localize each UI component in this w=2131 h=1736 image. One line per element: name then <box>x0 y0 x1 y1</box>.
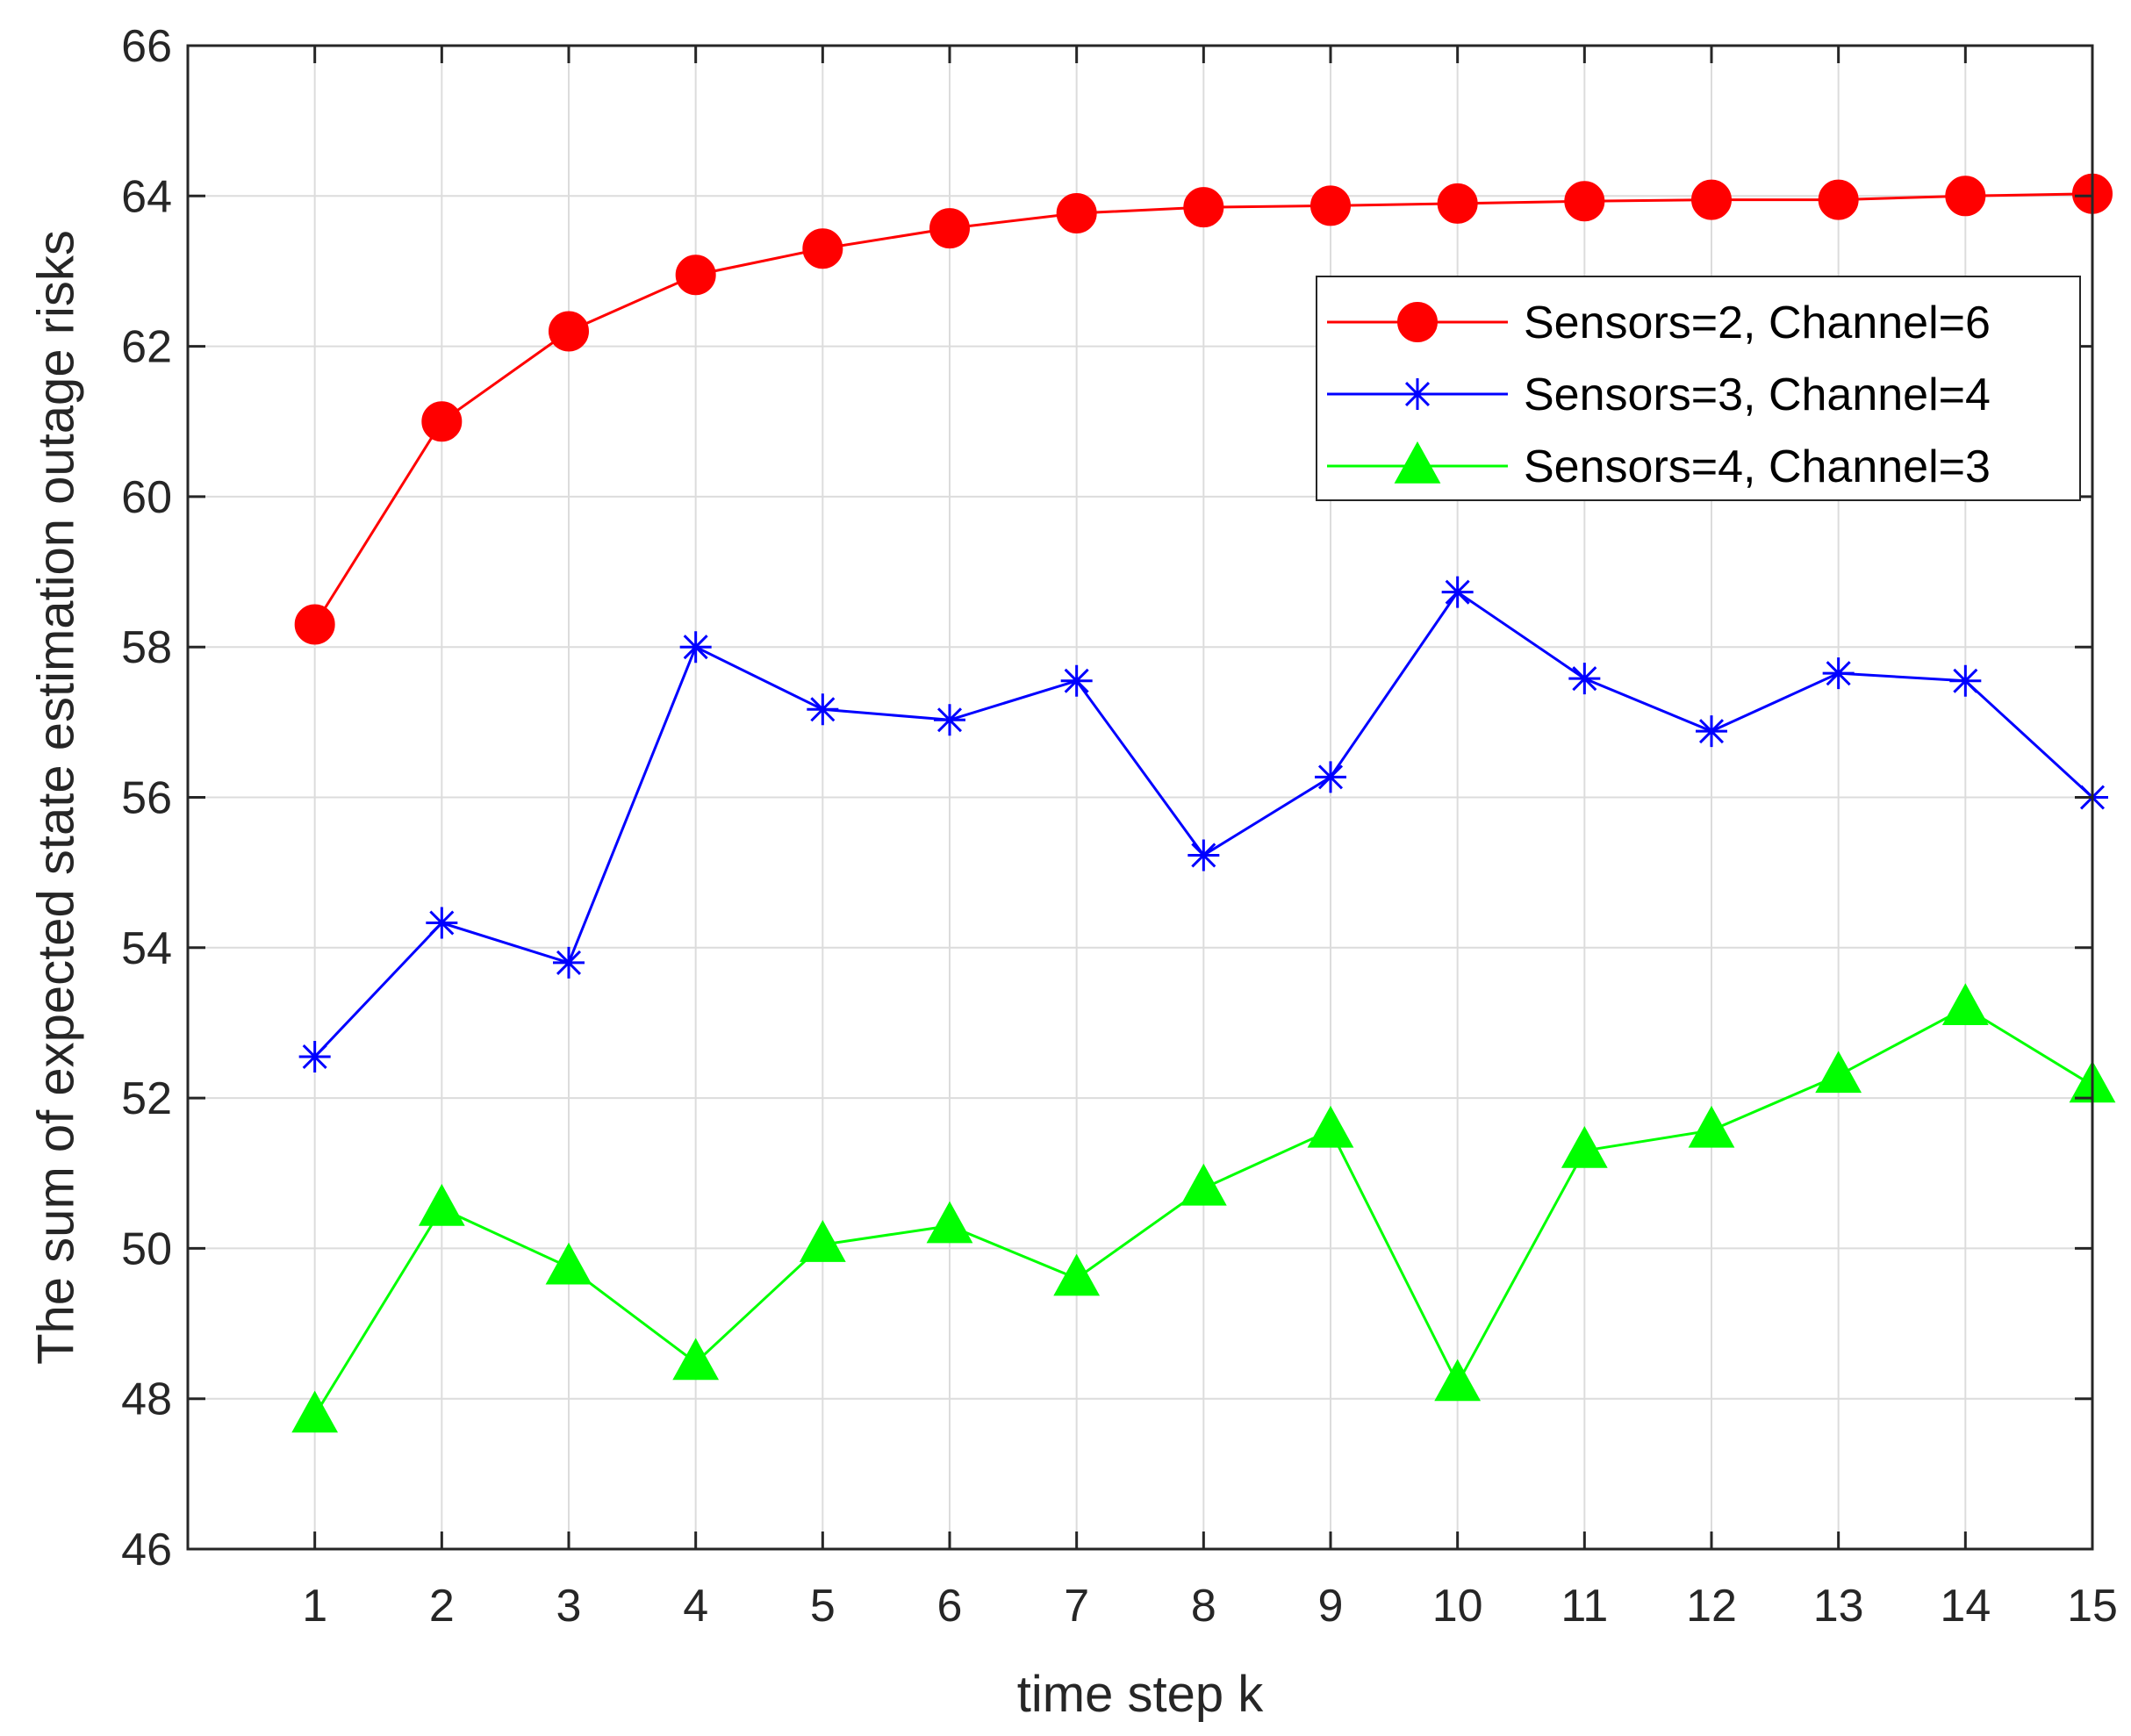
data-point-s3-1 <box>291 1390 339 1433</box>
data-point-s3-13 <box>1815 1051 1862 1094</box>
x-tick-label: 1 <box>302 1581 327 1632</box>
y-axis-label: The sum of expected state estimation out… <box>27 230 84 1365</box>
data-point-s2-9 <box>1315 761 1346 793</box>
y-tick-label: 66 <box>121 21 172 72</box>
data-point-s2-7 <box>1060 664 1093 697</box>
data-point-s2-11 <box>1568 663 1601 695</box>
data-point-s1-9 <box>1310 185 1351 226</box>
legend-marker-1 <box>1397 302 1438 342</box>
data-point-s3-14 <box>1941 983 1989 1026</box>
data-point-s3-5 <box>799 1220 846 1262</box>
series-markers <box>291 173 2116 1433</box>
axis-ticks <box>188 44 2094 1551</box>
y-tick-label: 52 <box>121 1073 172 1124</box>
legend-marker-2 <box>1402 378 1433 410</box>
y-tick-label: 48 <box>121 1374 172 1425</box>
y-tick-label: 50 <box>121 1223 172 1274</box>
data-point-s1-2 <box>421 401 463 442</box>
x-tick-label: 9 <box>1318 1581 1344 1632</box>
data-point-s1-7 <box>1056 192 1097 233</box>
data-point-s1-12 <box>1691 179 1732 220</box>
x-tick-label: 15 <box>2067 1581 2118 1632</box>
data-point-s2-14 <box>1949 664 1982 697</box>
legend-label-2: Sensors=3, Channel=4 <box>1524 369 1991 420</box>
data-point-s3-6 <box>926 1201 973 1244</box>
x-tick-label: 14 <box>1940 1581 1991 1632</box>
y-tick-label: 46 <box>121 1524 172 1575</box>
data-point-s1-1 <box>294 604 335 645</box>
data-point-s1-8 <box>1183 187 1224 228</box>
data-point-s2-3 <box>553 946 585 979</box>
x-tick-label: 6 <box>937 1581 963 1632</box>
legend-box <box>1316 276 2081 501</box>
data-point-s1-3 <box>549 311 589 352</box>
x-tick-label: 13 <box>1813 1581 1864 1632</box>
y-tick-label: 58 <box>121 622 172 673</box>
data-point-s1-14 <box>1945 176 1986 217</box>
x-tick-label: 11 <box>1561 1581 1608 1632</box>
data-point-s3-11 <box>1561 1125 1608 1168</box>
data-point-s1-6 <box>929 208 970 249</box>
y-tick-label: 60 <box>121 472 172 523</box>
data-point-s3-12 <box>1688 1105 1735 1148</box>
x-tick-label: 10 <box>1432 1581 1483 1632</box>
x-tick-label: 12 <box>1686 1581 1737 1632</box>
x-tick-label: 4 <box>683 1581 708 1632</box>
data-point-s2-8 <box>1187 839 1220 872</box>
legend-label-1: Sensors=2, Channel=6 <box>1524 298 1991 348</box>
x-tick-label: 8 <box>1191 1581 1216 1632</box>
data-point-s3-3 <box>545 1242 592 1285</box>
y-tick-label: 64 <box>121 171 172 222</box>
legend-marker-3 <box>1394 441 1441 484</box>
x-tick-label: 3 <box>556 1581 582 1632</box>
legend-label-3: Sensors=4, Channel=3 <box>1524 441 1991 492</box>
legend: Sensors=2, Channel=6 Sensors=3, Channel=4… <box>1316 276 2081 501</box>
data-point-s3-4 <box>672 1338 720 1381</box>
data-point-s3-8 <box>1180 1163 1227 1206</box>
data-point-s1-4 <box>675 255 716 296</box>
x-axis-label: time step k <box>1017 1666 1264 1723</box>
x-tick-label: 2 <box>429 1581 455 1632</box>
data-point-s1-11 <box>1564 181 1605 222</box>
data-point-s3-10 <box>1434 1359 1482 1402</box>
x-tick-label: 5 <box>810 1581 836 1632</box>
data-point-s2-12 <box>1696 715 1727 748</box>
data-point-s3-2 <box>418 1183 465 1226</box>
data-point-s1-5 <box>802 228 843 269</box>
data-point-s2-5 <box>807 693 839 726</box>
tick-labels: 1 2 3 4 5 6 7 8 9 10 11 12 13 14 154648505254565860626… <box>121 21 2118 1632</box>
data-point-s2-2 <box>426 907 458 939</box>
y-tick-label: 62 <box>121 322 172 373</box>
data-point-s2-13 <box>1822 657 1855 690</box>
data-point-s1-10 <box>1437 183 1478 224</box>
y-tick-label: 54 <box>121 923 172 974</box>
data-point-s2-10 <box>1441 576 1474 608</box>
data-point-s2-1 <box>298 1040 331 1072</box>
data-point-s2-6 <box>934 704 965 736</box>
data-point-s2-4 <box>679 631 712 664</box>
data-point-s1-13 <box>1818 179 1859 220</box>
y-tick-label: 56 <box>121 773 172 824</box>
data-point-s3-7 <box>1053 1253 1101 1296</box>
data-point-s3-9 <box>1307 1105 1354 1148</box>
x-tick-label: 7 <box>1064 1581 1089 1632</box>
